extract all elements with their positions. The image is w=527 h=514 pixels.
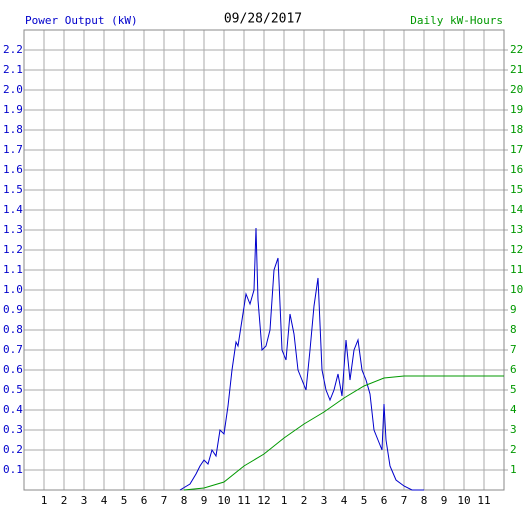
y2-tick-label: 6	[510, 363, 517, 376]
y-axis-label: Power Output (kW)	[25, 14, 138, 27]
x-tick-label: 4	[341, 494, 348, 507]
y2-tick-label: 10	[510, 283, 523, 296]
y2-tick-label: 7	[510, 343, 517, 356]
x-tick-label: 8	[181, 494, 188, 507]
y2-tick-label: 13	[510, 223, 523, 236]
x-tick-label: 1	[41, 494, 48, 507]
y2-tick-label: 9	[510, 303, 517, 316]
y-tick-label: 1.6	[3, 163, 23, 176]
data-line	[179, 227, 424, 491]
y2-tick-label: 19	[510, 103, 523, 116]
y2-tick-label: 21	[510, 63, 523, 76]
x-tick-label: 3	[321, 494, 328, 507]
y2-tick-label: 12	[510, 243, 523, 256]
y-tick-label: 1.0	[3, 283, 23, 296]
y2-tick-label: 3	[510, 423, 517, 436]
y2-tick-label: 16	[510, 163, 523, 176]
y2-tick-label: 20	[510, 83, 523, 96]
x-tick-label: 6	[381, 494, 388, 507]
y-tick-label: 1.5	[3, 183, 23, 196]
y2-tick-label: 5	[510, 383, 517, 396]
y-tick-label: 0.3	[3, 423, 23, 436]
y-tick-label: 0.8	[3, 323, 23, 336]
x-tick-label: 12	[257, 494, 270, 507]
plot-border	[23, 29, 505, 491]
y2-tick-label: 11	[510, 263, 523, 276]
y-tick-label: 1.4	[3, 203, 23, 216]
y2-tick-label: 15	[510, 183, 523, 196]
y-tick-label: 0.1	[3, 463, 23, 476]
y-tick-label: 0.5	[3, 383, 23, 396]
x-tick-label: 5	[361, 494, 368, 507]
y-tick-label: 2.0	[3, 83, 23, 96]
y2-axis-label: Daily kW-Hours	[410, 14, 503, 27]
x-tick-label: 10	[457, 494, 470, 507]
x-tick-label: 4	[101, 494, 108, 507]
x-tick-label: 5	[121, 494, 128, 507]
x-tick-label: 8	[421, 494, 428, 507]
x-tick-label: 11	[237, 494, 250, 507]
y-tick-label: 0.4	[3, 403, 23, 416]
x-tick-label: 6	[141, 494, 148, 507]
y-tick-label: 1.7	[3, 143, 23, 156]
x-tick-label: 3	[81, 494, 88, 507]
y2-tick-label: 14	[510, 203, 524, 216]
y-tick-label: 0.6	[3, 363, 23, 376]
y-tick-label: 0.9	[3, 303, 23, 316]
y2-tick-label: 18	[510, 123, 523, 136]
y2-tick-label: 4	[510, 403, 517, 416]
y-tick-label: 1.1	[3, 263, 23, 276]
y2-tick-label: 17	[510, 143, 523, 156]
x-tick-label: 2	[301, 494, 308, 507]
y-tick-label: 1.3	[3, 223, 23, 236]
x-tick-label: 7	[161, 494, 168, 507]
y2-tick-label: 22	[510, 43, 523, 56]
y-tick-label: 2.2	[3, 43, 23, 56]
y-tick-label: 2.1	[3, 63, 23, 76]
y2-tick-label: 8	[510, 323, 517, 336]
y2-tick-label: 1	[510, 463, 517, 476]
x-tick-label: 9	[441, 494, 448, 507]
chart-title: 09/28/2017	[224, 12, 302, 27]
x-tick-label: 11	[477, 494, 490, 507]
x-tick-label: 10	[217, 494, 230, 507]
x-tick-label: 1	[281, 494, 288, 507]
y2-tick-label: 2	[510, 443, 517, 456]
y-tick-label: 0.7	[3, 343, 23, 356]
y-tick-label: 0.2	[3, 443, 23, 456]
y-tick-label: 1.9	[3, 103, 23, 116]
data-line	[183, 375, 504, 491]
x-tick-label: 7	[401, 494, 408, 507]
x-tick-label: 2	[61, 494, 68, 507]
y-tick-label: 1.8	[3, 123, 23, 136]
x-tick-label: 9	[201, 494, 208, 507]
y-tick-label: 1.2	[3, 243, 23, 256]
